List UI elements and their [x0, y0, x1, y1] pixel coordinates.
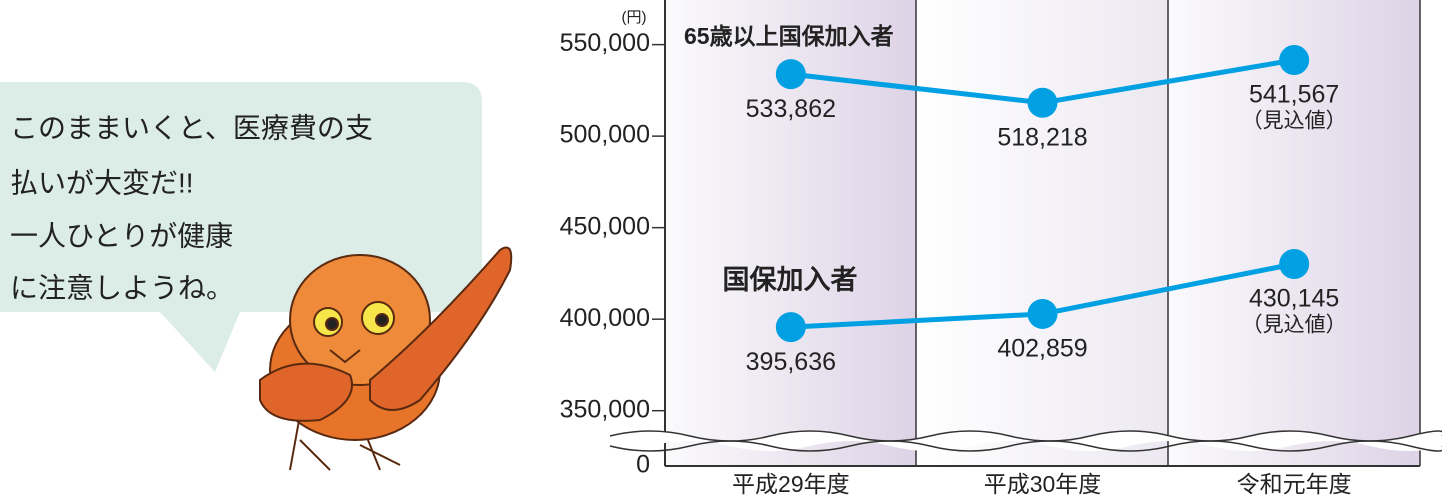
y-tick-label: 550,000	[560, 29, 650, 57]
y-tick-label: 500,000	[560, 121, 650, 149]
x-tick-label: 平成29年度	[732, 471, 850, 497]
data-point	[1279, 45, 1309, 75]
owl-pupil	[376, 314, 388, 326]
data-note: （見込値）	[1242, 110, 1347, 133]
legend-label: 65歳以上国保加入者	[684, 23, 894, 49]
bubble-text: 払いが大変だ!!	[10, 167, 194, 198]
bubble-text: このままいくと、医療費の支	[10, 112, 373, 143]
data-point	[1028, 88, 1058, 118]
data-note: （見込値）	[1242, 314, 1347, 337]
data-label: 395,636	[746, 348, 836, 376]
data-point	[1279, 249, 1309, 279]
legend-label: 国保加入者	[723, 265, 858, 295]
data-point	[1028, 299, 1058, 329]
data-label: 541,567	[1249, 81, 1339, 109]
owl-pupil	[326, 318, 338, 330]
column-bg	[916, 0, 1168, 466]
data-label: 430,145	[1249, 285, 1339, 313]
page: (円) このままいくと、医療費の支 払いが大変だ!! 一人ひとりが健康 に注意し…	[0, 0, 1442, 504]
data-label: 402,859	[997, 335, 1087, 363]
data-label: 533,862	[746, 95, 836, 123]
data-point	[776, 59, 806, 89]
x-tick-label: 平成30年度	[984, 471, 1102, 497]
y-tick-label: 400,000	[560, 304, 650, 332]
y-tick-label: 350,000	[560, 395, 650, 423]
y-unit: (円)	[622, 9, 647, 26]
y-tick-label: 0	[636, 451, 650, 479]
data-point	[776, 312, 806, 342]
bubble-text: 一人ひとりが健康	[10, 220, 233, 251]
y-tick-label: 450,000	[560, 212, 650, 240]
bubble-text: に注意しようね。	[10, 272, 234, 303]
x-tick-label: 令和元年度	[1237, 471, 1352, 497]
data-label: 518,218	[997, 123, 1087, 151]
chart: (円) このままいくと、医療費の支 払いが大変だ!! 一人ひとりが健康 に注意し…	[0, 0, 1442, 499]
